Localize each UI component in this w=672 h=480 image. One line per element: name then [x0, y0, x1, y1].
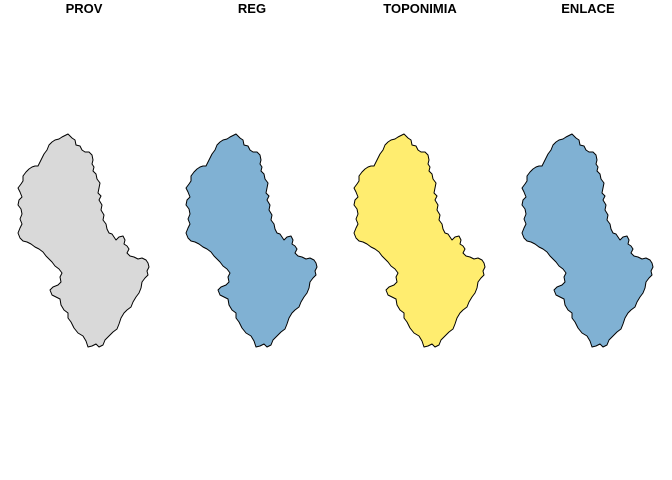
- map-panel-reg: REG: [168, 0, 336, 480]
- map-panel-toponimia: TOPONIMIA: [336, 0, 504, 480]
- map-panel-prov: PROV: [0, 0, 168, 480]
- map-svg: [17, 133, 150, 348]
- region-shape: [185, 133, 318, 348]
- panel-title: PROV: [65, 1, 103, 16]
- map-svg: [353, 133, 486, 348]
- region-shape: [17, 133, 150, 348]
- map-panel-enlace: ENLACE: [504, 0, 672, 480]
- panel-title: ENLACE: [561, 1, 615, 16]
- panel-title: TOPONIMIA: [383, 1, 457, 16]
- panel-title: REG: [237, 1, 267, 16]
- map-svg: [521, 133, 654, 348]
- map-svg: [185, 133, 318, 348]
- region-shape: [521, 133, 654, 348]
- region-shape: [353, 133, 486, 348]
